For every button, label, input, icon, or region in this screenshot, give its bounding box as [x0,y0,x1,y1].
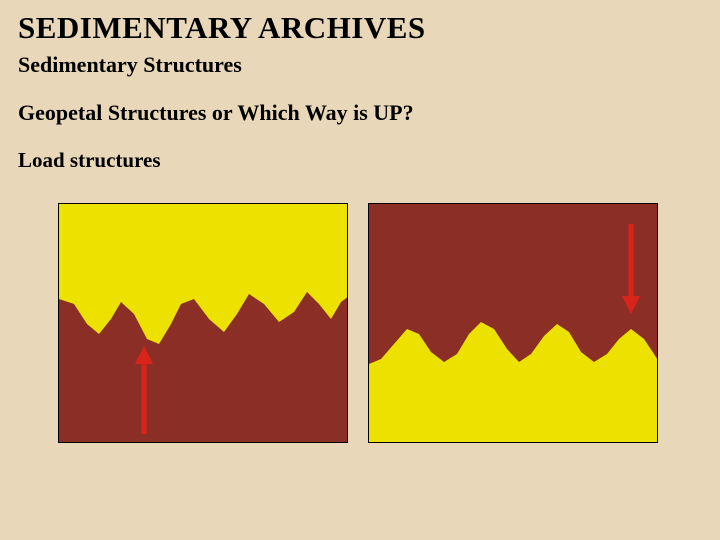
diagram-right [368,203,658,443]
slide-title: SEDIMENTARY ARCHIVES [18,10,702,46]
diagram-left-svg [59,204,348,443]
slide-container: SEDIMENTARY ARCHIVES Sedimentary Structu… [0,0,720,453]
slide-heading: Geopetal Structures or Which Way is UP? [18,100,702,126]
diagram-left [58,203,348,443]
diagram-row [58,203,702,443]
diagram-right-svg [369,204,658,443]
structure-label: Load structures [18,148,702,173]
slide-subtitle: Sedimentary Structures [18,52,702,78]
